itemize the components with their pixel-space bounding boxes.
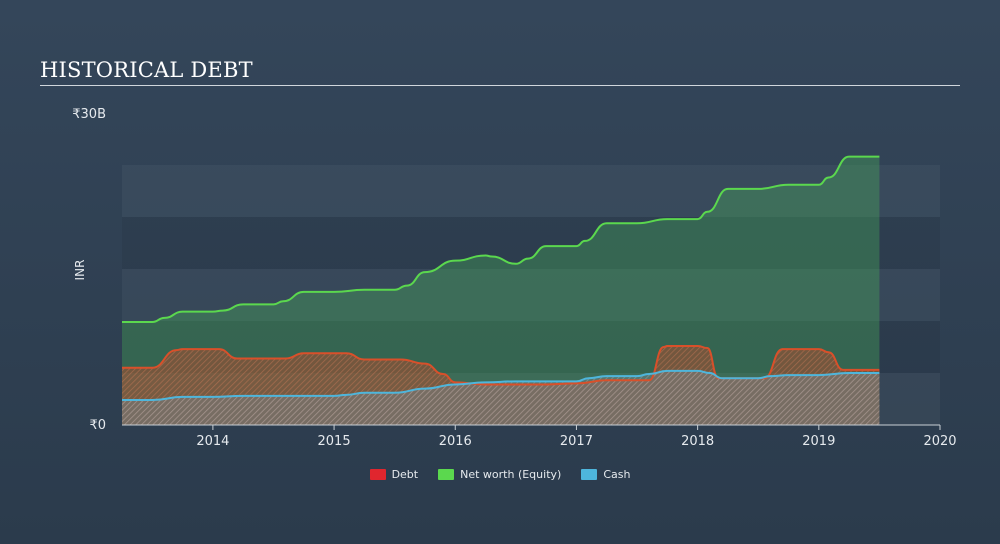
- x-tick-label: 2016: [439, 434, 472, 449]
- legend-label: Debt: [391, 468, 419, 481]
- grid-band: [122, 269, 940, 321]
- grid-band: [122, 165, 940, 217]
- legend: Debt Net worth (Equity) Cash: [0, 468, 1000, 481]
- legend-label: Cash: [603, 468, 631, 481]
- x-tick-label: 2017: [560, 434, 593, 449]
- title-divider: [40, 85, 960, 86]
- x-tick-label: 2018: [681, 434, 714, 449]
- legend-label: Net worth (Equity): [460, 468, 562, 481]
- grid-band: [122, 217, 940, 269]
- x-tick-label: 2015: [318, 434, 351, 449]
- cash-area: [122, 370, 880, 425]
- series-lines: [122, 155, 880, 402]
- y-axis-label: INR: [73, 260, 87, 281]
- cash-line: [122, 369, 880, 402]
- legend-item: Net worth (Equity): [438, 468, 561, 481]
- legend-swatch: [581, 469, 598, 480]
- y-tick-label-max: ₹30B: [72, 107, 106, 122]
- chart-title: HISTORICAL DEBT: [40, 58, 253, 82]
- series-areas: [122, 156, 880, 425]
- equity-line: [122, 155, 880, 324]
- axes: 2014 2015 2016 2017 2018 2019 2020 ₹30B ₹0 INR: [72, 107, 956, 449]
- legend-swatch: [438, 469, 455, 480]
- legend-swatch: [369, 469, 386, 480]
- legend-item: Cash: [581, 468, 630, 481]
- legend-item: Debt: [369, 468, 419, 481]
- x-tick-label: 2014: [196, 434, 229, 449]
- y-tick-label-min: ₹0: [89, 418, 106, 433]
- x-tick-label: 2020: [923, 434, 956, 449]
- x-tick-label: 2019: [802, 434, 835, 449]
